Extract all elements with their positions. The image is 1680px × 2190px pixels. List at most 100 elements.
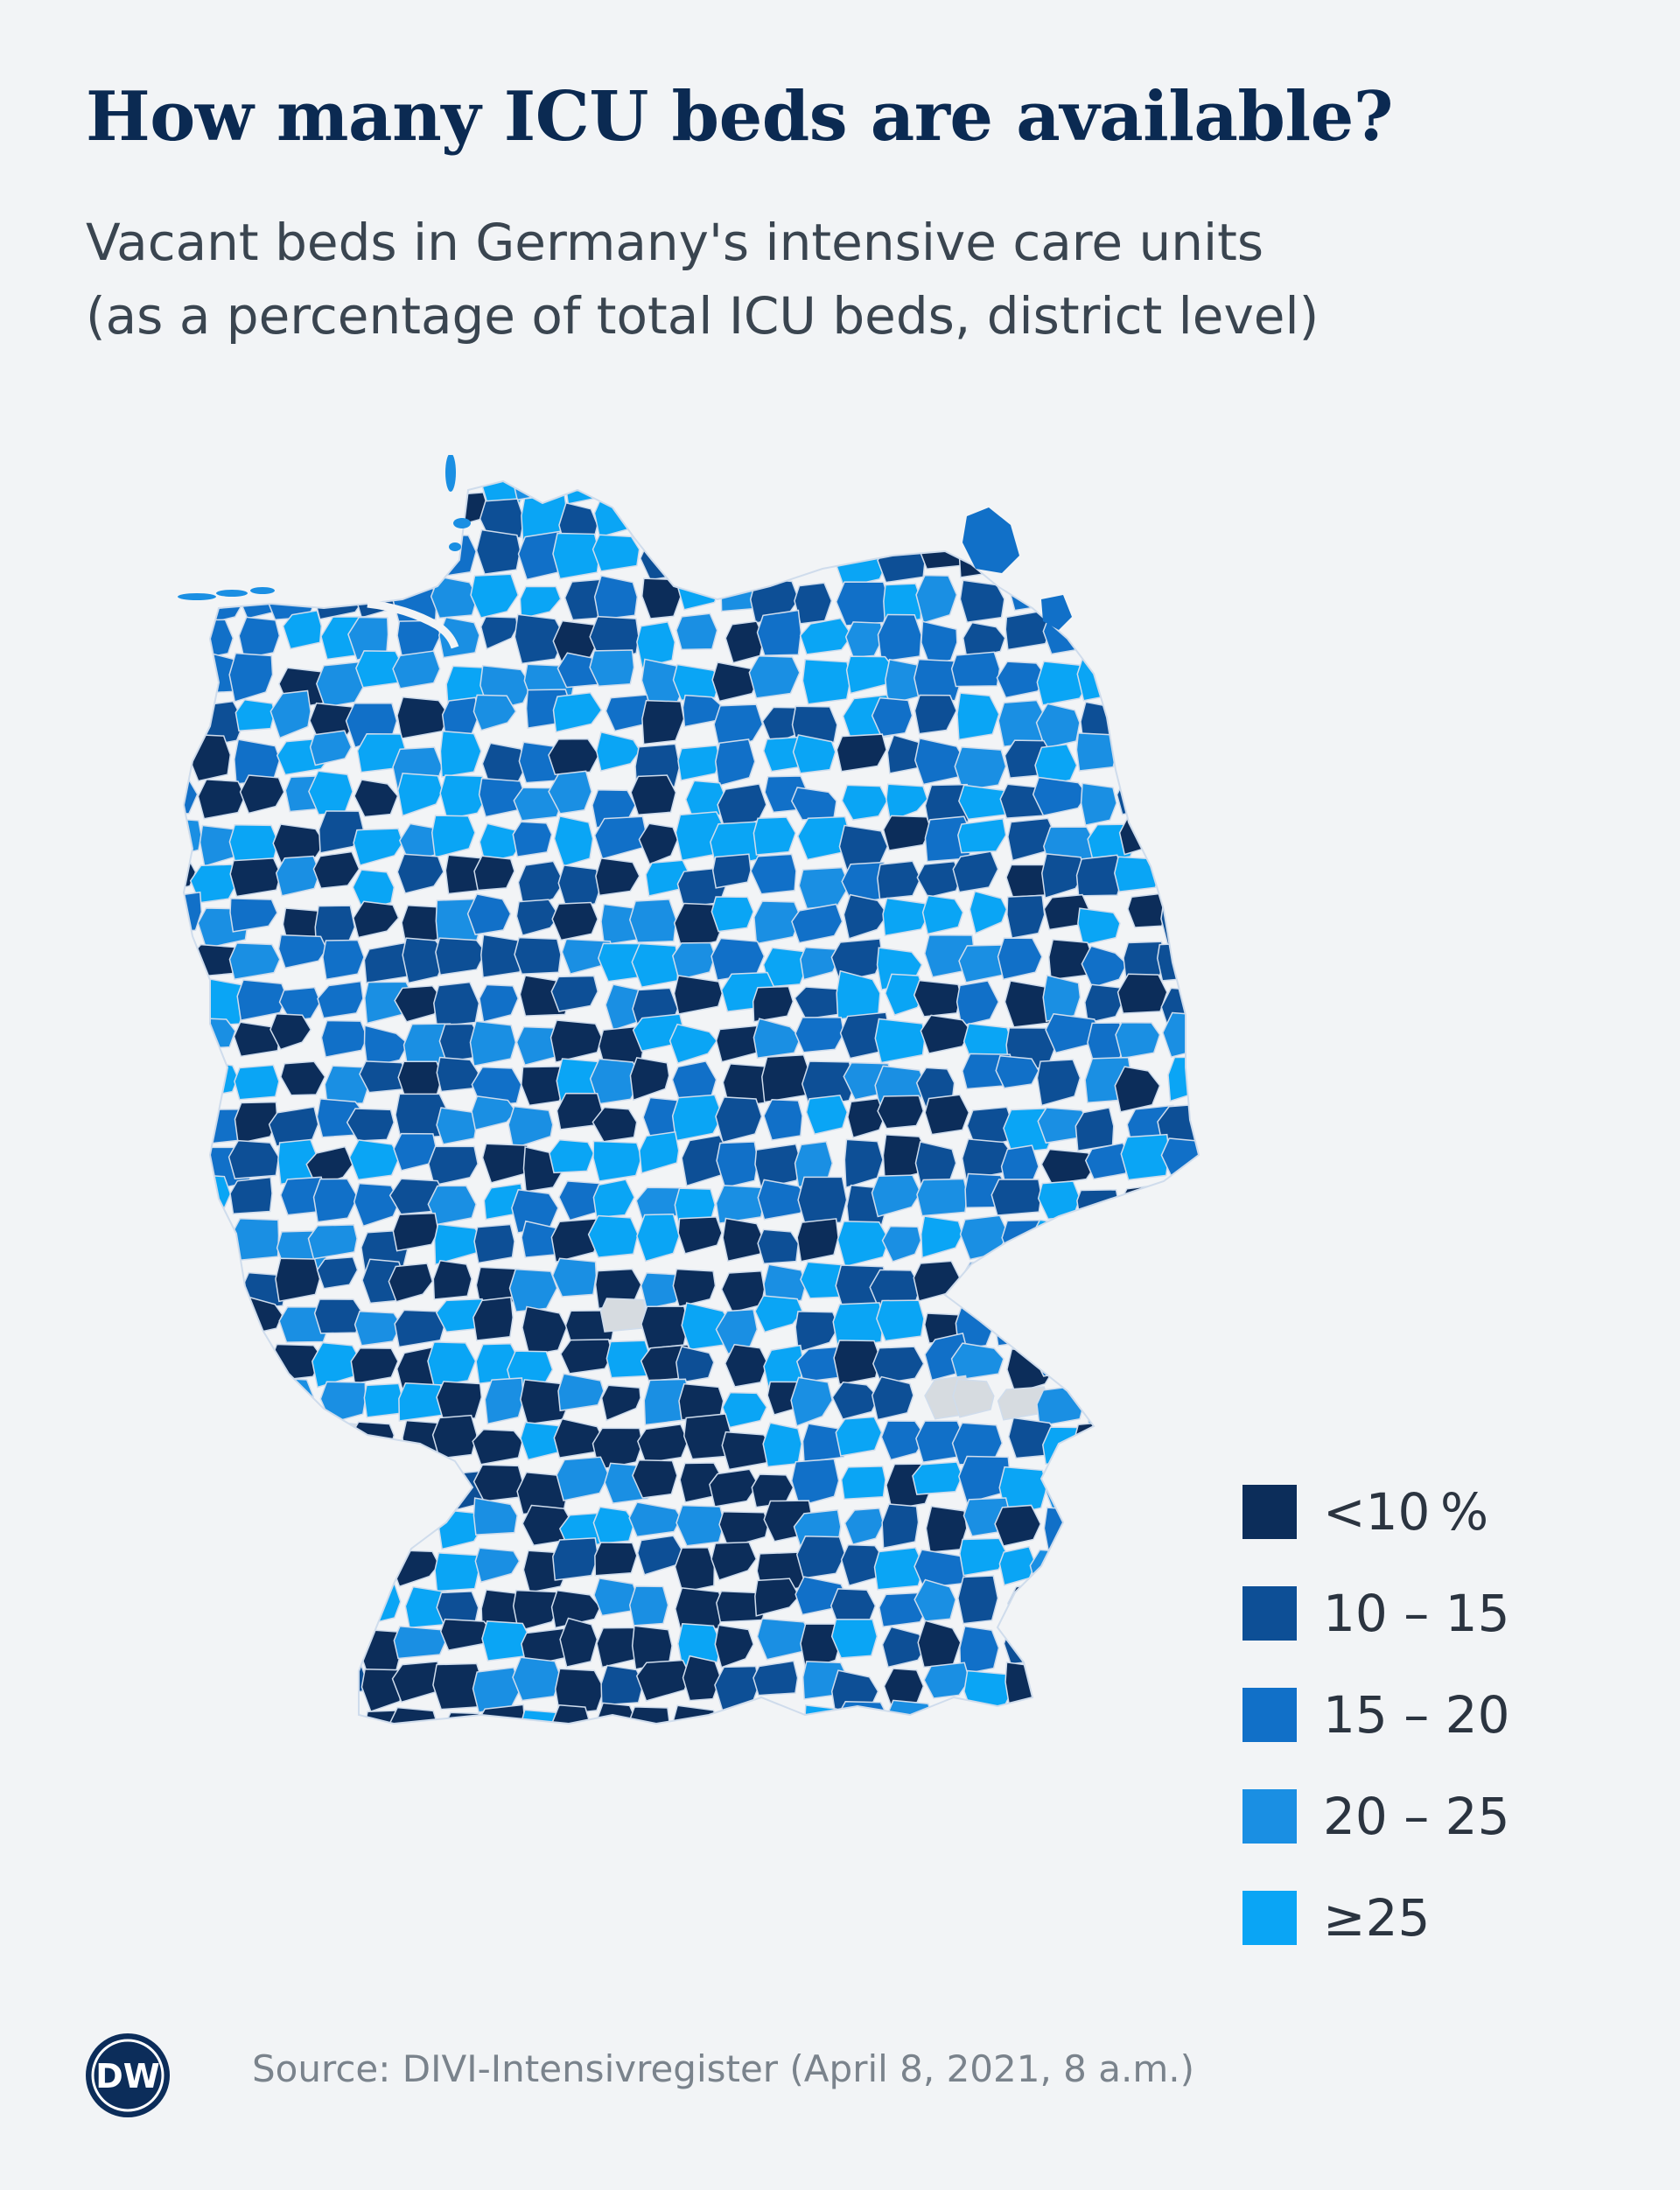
district-cell: [791, 529, 833, 569]
district-cell: [193, 1265, 239, 1307]
district-cell: [916, 1178, 969, 1217]
district-cell: [552, 691, 603, 733]
district-cell: [724, 1749, 764, 1781]
district-cell: [1235, 661, 1284, 705]
district-cell: [439, 730, 482, 778]
district-cell: [628, 1501, 682, 1538]
district-cell: [307, 1224, 358, 1260]
district-cell: [194, 1669, 243, 1716]
district-cell: [363, 1025, 410, 1068]
district-cell: [189, 864, 240, 904]
district-cell: [996, 1704, 1050, 1724]
district-cell: [599, 1298, 647, 1333]
district-cell: [1207, 984, 1251, 1031]
district-cell: [1124, 650, 1174, 690]
district-cell: [235, 1587, 284, 1634]
district-cell: [184, 1668, 200, 1713]
district-cell: [559, 1617, 598, 1668]
district-cell: [1246, 778, 1287, 815]
district-cell: [1116, 779, 1161, 815]
district-cell: [1200, 490, 1242, 537]
district-cell: [763, 1099, 803, 1141]
district-cell: [317, 1741, 361, 1781]
district-cell: [752, 1018, 802, 1060]
district-cell: [272, 1623, 328, 1664]
district-cell: [238, 1661, 280, 1704]
district-cell: [1246, 1263, 1284, 1295]
district-cell: [481, 1143, 531, 1184]
district-cell: [959, 1214, 1010, 1261]
district-cell: [552, 1536, 599, 1581]
district-cell: [508, 1105, 554, 1150]
district-cell: [592, 1506, 635, 1544]
district-cell: [389, 1744, 437, 1786]
district-cell: [796, 1218, 839, 1263]
district-cell: [674, 530, 723, 577]
district-cell: [881, 1503, 920, 1550]
district-cell: [1075, 1263, 1128, 1303]
district-cell: [317, 1580, 360, 1623]
district-cell: [754, 1295, 803, 1333]
district-cell: [718, 1710, 763, 1724]
district-cell: [471, 1095, 517, 1131]
district-cell: [713, 703, 764, 752]
district-cell: [880, 1420, 928, 1461]
district-cell: [184, 1497, 200, 1532]
district-cell: [318, 810, 365, 854]
district-cell: [964, 1749, 1016, 1790]
district-cell: [548, 738, 600, 776]
district-cell: [1116, 973, 1168, 1014]
district-cell: [917, 1620, 962, 1669]
district-cell: [556, 1456, 610, 1501]
district-cell: [830, 938, 884, 983]
district-cell: [794, 1311, 840, 1354]
district-cell: [184, 1060, 203, 1104]
district-cell: [802, 658, 851, 705]
district-cell: [1116, 1740, 1163, 1781]
district-cell: [952, 850, 999, 893]
district-cell: [1159, 1585, 1199, 1626]
district-cell: [158, 1743, 206, 1788]
district-cell: [234, 1336, 276, 1373]
district-cell: [1239, 1179, 1278, 1213]
district-cell: [1163, 734, 1199, 771]
district-cell: [1244, 1058, 1284, 1104]
district-cell: [1085, 1742, 1127, 1778]
district-cell: [598, 1739, 634, 1779]
district-cell: [234, 1064, 280, 1101]
district-cell: [233, 1627, 276, 1670]
district-cell: [1077, 1456, 1130, 1499]
district-cell: [1242, 498, 1287, 531]
district-cell: [484, 1377, 525, 1425]
district-cell: [554, 1668, 606, 1716]
district-cell: [200, 1470, 244, 1508]
district-cell: [1238, 1300, 1275, 1340]
district-cell: [1205, 617, 1249, 653]
district-cell: [960, 1259, 1010, 1303]
district-cell: [950, 1342, 1004, 1382]
elbe-estuary: [367, 599, 459, 649]
district-cell: [1204, 572, 1242, 613]
district-cell: [920, 1215, 963, 1259]
district-cell: [881, 1225, 922, 1263]
district-cell: [1155, 1754, 1195, 1796]
subtitle-line-1: Vacant beds in Germany's intensive care …: [86, 213, 1264, 272]
district-cell: [1163, 866, 1199, 906]
district-cell: [801, 1060, 856, 1109]
district-cell: [1160, 1137, 1199, 1179]
district-cell: [798, 866, 850, 910]
district-cell: [317, 505, 367, 539]
district-cell: [911, 1711, 959, 1724]
district-cell: [1190, 1543, 1199, 1582]
district-cell: [1083, 481, 1130, 504]
district-cell: [1084, 983, 1124, 1024]
district-cell: [1118, 1625, 1166, 1667]
district-cell: [1154, 1222, 1199, 1267]
district-cell: [276, 481, 314, 505]
district-cell: [881, 1626, 928, 1669]
district-cell: [275, 1257, 321, 1303]
district-cell: [1165, 1627, 1199, 1675]
district-cell: [592, 1140, 642, 1182]
district-cell: [716, 1141, 759, 1189]
district-cell: [874, 1018, 926, 1064]
